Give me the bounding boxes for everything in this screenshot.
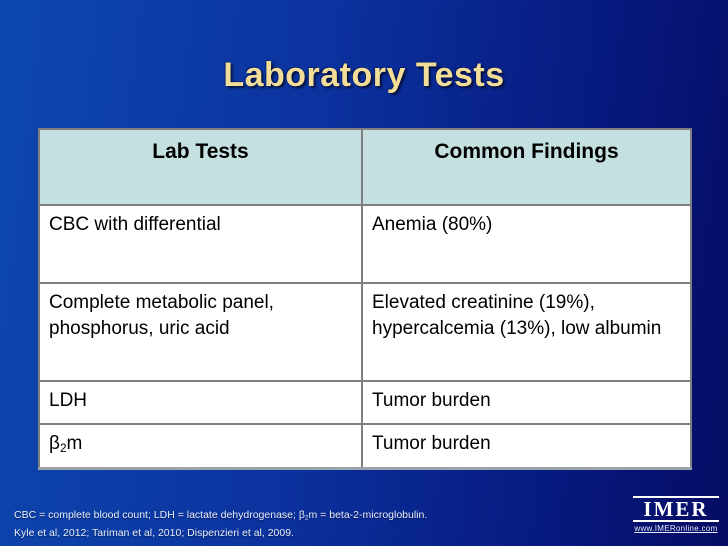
cell-test-beta2m: β2m	[38, 423, 363, 470]
cell-test-ldh: LDH	[38, 380, 363, 425]
cell-finding-anemia: Anemia (80%)	[361, 204, 692, 284]
footnote-abbreviations: CBC = complete blood count; LDH = lactat…	[14, 508, 427, 526]
imer-logo: IMER www.IMERonline.com	[633, 496, 719, 533]
footnote: CBC = complete blood count; LDH = lactat…	[14, 508, 427, 541]
table-row: Complete metabolic panel, phosphorus, ur…	[38, 282, 692, 382]
imer-logo-wordmark: IMER	[633, 496, 719, 522]
cell-test-metabolic-panel: Complete metabolic panel, phosphorus, ur…	[38, 282, 363, 382]
table-header-row: Lab Tests Common Findings	[38, 128, 692, 206]
beta2m-subscript: 2	[59, 441, 67, 455]
beta2m-rest: m	[66, 433, 83, 454]
table-row: β2m Tumor burden	[38, 423, 692, 470]
footnote-citations: Kyle et al, 2012; Tariman et al, 2010; D…	[14, 527, 294, 539]
footnote-abbrev-subscript: 2	[304, 515, 309, 522]
lab-tests-table: Lab Tests Common Findings CBC with diffe…	[38, 128, 692, 470]
table-row: LDH Tumor burden	[38, 380, 692, 425]
cell-finding-tumor-burden-b2m: Tumor burden	[361, 423, 692, 470]
cell-finding-creatinine: Elevated creatinine (19%), hypercalcemia…	[361, 282, 692, 382]
cell-test-cbc: CBC with differential	[38, 204, 363, 284]
footnote-abbrev-pre: CBC = complete blood count; LDH = lactat…	[14, 509, 305, 522]
beta2m-base: β	[49, 433, 60, 454]
table-row: CBC with differential Anemia (80%)	[38, 204, 692, 284]
column-header-common-findings: Common Findings	[361, 128, 692, 206]
column-header-lab-tests: Lab Tests	[38, 128, 363, 206]
footnote-abbrev-post: m = beta-2-microglobulin.	[308, 509, 428, 522]
page-title: Laboratory Tests	[223, 56, 505, 94]
imer-logo-url: www.IMERonline.com	[634, 524, 718, 533]
cell-finding-tumor-burden-ldh: Tumor burden	[361, 380, 692, 425]
